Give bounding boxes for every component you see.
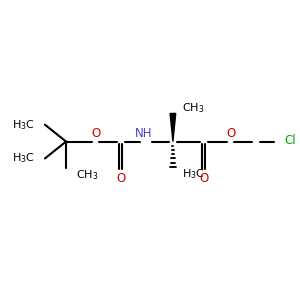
Text: O: O: [116, 172, 125, 185]
Text: H$_3$C: H$_3$C: [182, 167, 205, 181]
Text: H$_3$C: H$_3$C: [12, 118, 35, 132]
Text: H$_3$C: H$_3$C: [12, 152, 35, 165]
Text: CH$_3$: CH$_3$: [182, 101, 204, 115]
Text: O: O: [199, 172, 208, 185]
Text: NH: NH: [135, 127, 153, 140]
Text: CH$_3$: CH$_3$: [76, 168, 98, 182]
Polygon shape: [170, 113, 176, 142]
Text: O: O: [91, 127, 100, 140]
Text: Cl: Cl: [285, 134, 296, 147]
Text: O: O: [226, 127, 235, 140]
